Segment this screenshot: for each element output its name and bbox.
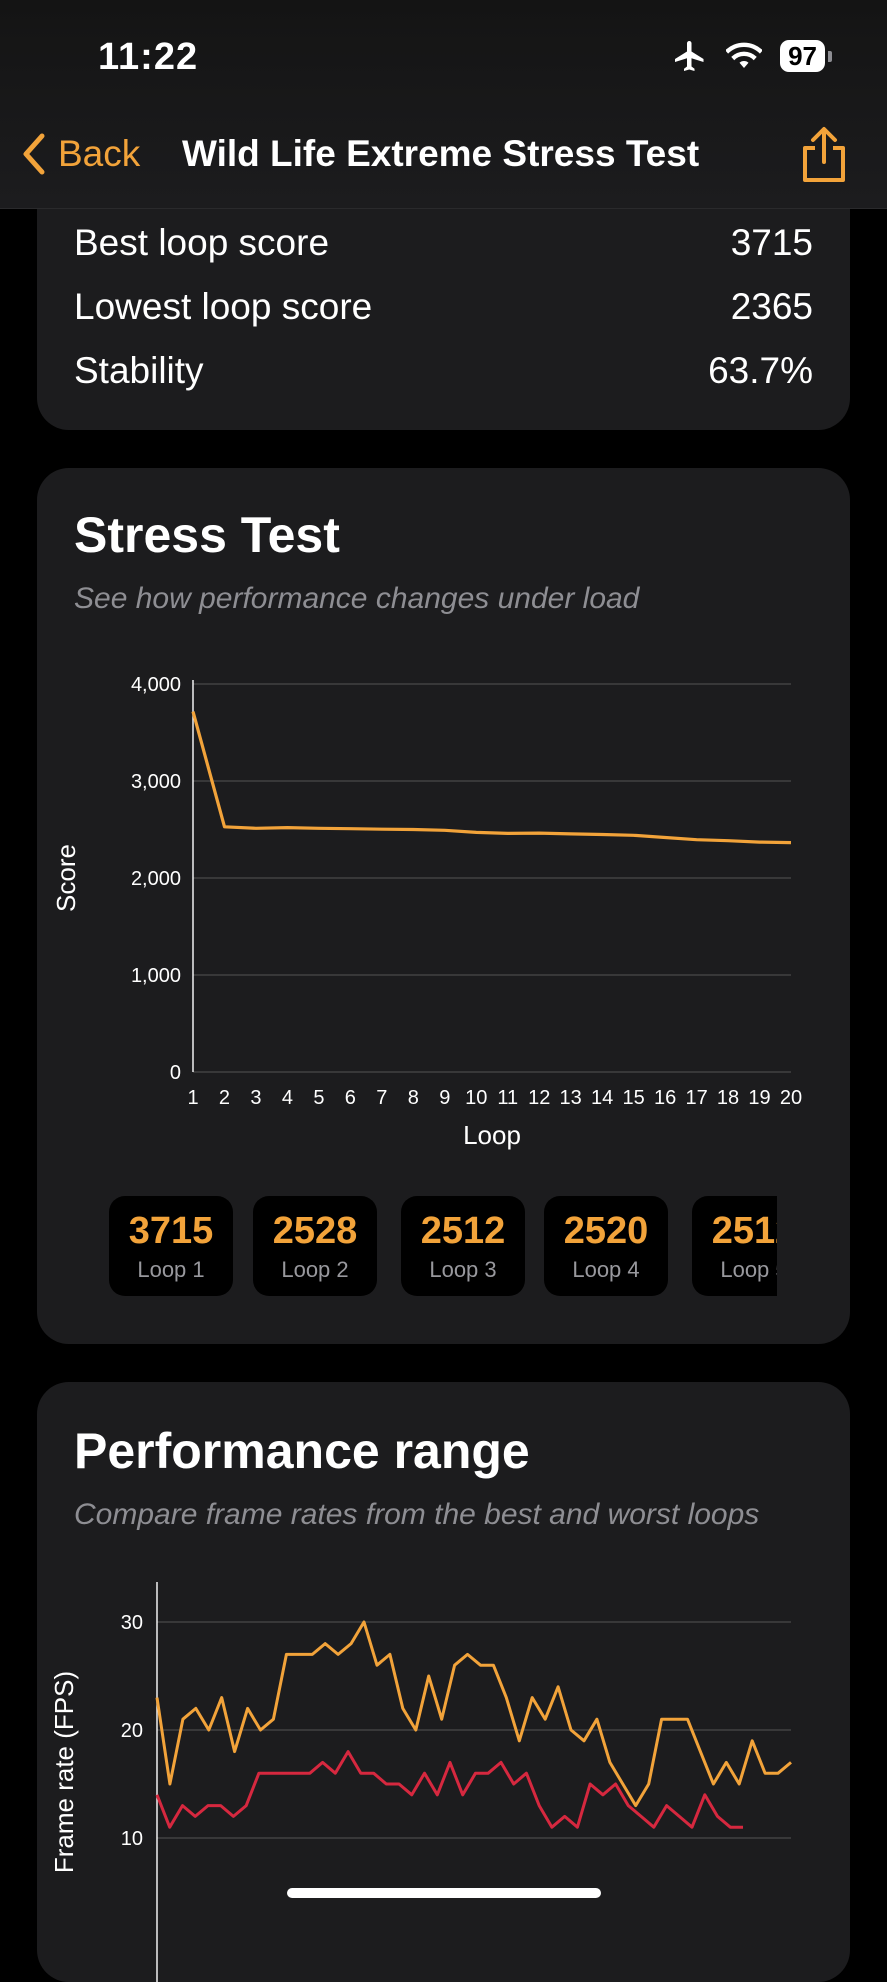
status-time: 11:22 <box>98 36 199 78</box>
performance-range-subtitle: Compare frame rates from the best and wo… <box>74 1498 760 1531</box>
x-tick-label: 9 <box>439 1087 450 1109</box>
loop-card[interactable]: 3715 Loop 1 <box>109 1196 233 1296</box>
wifi-icon <box>726 42 763 68</box>
loop-card[interactable]: 2520 Loop 4 <box>544 1196 668 1296</box>
y-tick-label: 10 <box>121 1828 143 1850</box>
chevron-left-icon <box>23 133 45 175</box>
summary-value: 3715 <box>730 222 813 263</box>
home-indicator <box>287 1888 601 1898</box>
frame-rate-chart: 10 20 30 Frame rate (FPS) <box>49 1582 792 1982</box>
back-label: Back <box>58 133 141 174</box>
loop-card[interactable]: 2528 Loop 2 <box>253 1196 377 1296</box>
loop-score: 2520 <box>563 1210 649 1252</box>
back-button[interactable]: Back <box>18 132 140 176</box>
loop-card[interactable]: 2512 Loop 3 <box>401 1196 525 1296</box>
loop-label: Loop 3 <box>429 1257 497 1282</box>
loop-card[interactable]: 2512 Loop 5 <box>692 1196 777 1296</box>
loop-score: 2512 <box>711 1210 777 1252</box>
x-tick-label: 6 <box>345 1087 356 1109</box>
stress-test-card: Stress Test See how performance changes … <box>37 468 850 1344</box>
performance-range-title: Performance range <box>74 1423 530 1479</box>
loop-score: 2528 <box>272 1210 358 1252</box>
x-tick-label: 16 <box>654 1087 676 1109</box>
summary-value: 2365 <box>730 286 813 327</box>
best-loop-series-line <box>155 1620 792 1808</box>
summary-label: Best loop score <box>74 222 330 263</box>
x-tick-label: 19 <box>748 1087 770 1109</box>
x-tick-label: 17 <box>685 1087 707 1109</box>
x-tick-label: 10 <box>465 1087 487 1109</box>
y-axis-title: Frame rate (FPS) <box>49 1671 79 1873</box>
loop-score-strip[interactable]: 3715 Loop 1 2528 Loop 2 2512 Loop 3 2520… <box>109 1196 777 1300</box>
x-tick-label: 20 <box>780 1087 802 1109</box>
page-title: Wild Life Extreme Stress Test <box>182 133 700 174</box>
y-axis-title: Score <box>51 844 81 912</box>
y-tick-label: 20 <box>121 1720 143 1742</box>
x-tick-label: 15 <box>623 1087 645 1109</box>
x-tick-label: 2 <box>219 1087 230 1109</box>
loop-score: 3715 <box>128 1210 214 1252</box>
performance-range-card: Performance range Compare frame rates fr… <box>37 1382 850 1982</box>
airplane-icon <box>675 41 704 71</box>
y-tick-label: 4,000 <box>131 674 181 696</box>
loop-label: Loop 4 <box>572 1257 640 1282</box>
share-icon[interactable] <box>799 126 849 184</box>
stress-test-subtitle: See how performance changes under load <box>74 582 640 615</box>
stress-test-title: Stress Test <box>74 507 340 563</box>
summary-label: Stability <box>74 350 204 391</box>
y-tick-label: 2,000 <box>131 868 181 890</box>
x-tick-label: 14 <box>591 1087 613 1109</box>
x-tick-label: 7 <box>376 1087 387 1109</box>
y-tick-label: 1,000 <box>131 965 181 987</box>
summary-row-best: Best loop score 3715 <box>74 222 813 264</box>
x-tick-label: 13 <box>560 1087 582 1109</box>
x-tick-label: 3 <box>250 1087 261 1109</box>
summary-value: 63.7% <box>708 350 813 391</box>
x-tick-label: 11 <box>497 1087 518 1109</box>
status-icons: 97 <box>672 38 832 74</box>
battery-level: 97 <box>780 40 832 72</box>
worst-loop-series-line <box>155 1750 743 1829</box>
summary-row-stability: Stability 63.7% <box>74 350 813 392</box>
summary-row-lowest: Lowest loop score 2365 <box>74 286 813 328</box>
loop-label: Loop 2 <box>281 1257 349 1282</box>
navigation-bar: 11:22 97 Back Wild Life Extreme Stress T… <box>0 0 887 209</box>
x-tick-label: 8 <box>408 1087 419 1109</box>
x-tick-label: 4 <box>282 1087 293 1109</box>
x-tick-label: 18 <box>717 1087 739 1109</box>
summary-label: Lowest loop score <box>74 286 373 327</box>
score-series-line <box>191 711 792 845</box>
y-tick-label: 3,000 <box>131 771 181 793</box>
x-tick-label: 5 <box>313 1087 324 1109</box>
x-tick-label: 12 <box>528 1087 550 1109</box>
x-tick-label: 1 <box>187 1087 198 1109</box>
loop-label: Loop 1 <box>137 1257 205 1282</box>
loop-score: 2512 <box>420 1210 506 1252</box>
y-tick-label: 30 <box>121 1612 143 1634</box>
x-axis-title: Loop <box>463 1120 521 1150</box>
loop-label: Loop 5 <box>720 1257 777 1282</box>
y-tick-label: 0 <box>170 1062 181 1084</box>
